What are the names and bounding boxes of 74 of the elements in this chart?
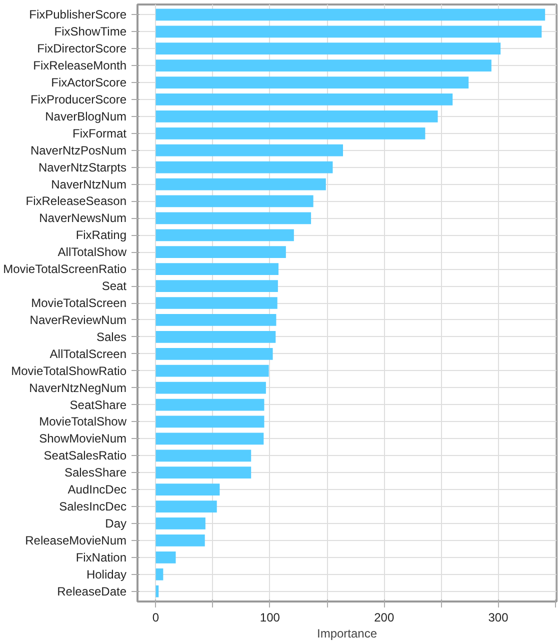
bar bbox=[156, 8, 546, 21]
y-tick-label: Day bbox=[105, 516, 127, 530]
x-axis-title: Importance bbox=[316, 626, 378, 640]
y-tick-label: FixDirectorScore bbox=[37, 42, 127, 56]
bar bbox=[156, 161, 333, 174]
bar bbox=[156, 280, 278, 292]
y-tick-label: FixProducerScore bbox=[30, 92, 127, 106]
x-tick-label: 200 bbox=[374, 610, 394, 624]
y-tick-label: SalesShare bbox=[64, 466, 127, 480]
y-tick-label: NaverNtzStarpts bbox=[38, 160, 127, 174]
y-tick-label: FixNation bbox=[76, 550, 127, 564]
bar bbox=[156, 195, 314, 208]
bar bbox=[156, 348, 273, 360]
bar bbox=[156, 212, 312, 224]
y-tick-label: NaverNtzNegNum bbox=[29, 380, 127, 395]
y-tick-label: ReleaseDate bbox=[57, 584, 127, 598]
bar bbox=[156, 534, 205, 546]
y-tick-label: NaverBlogNum bbox=[45, 109, 127, 124]
y-tick-label: SeatShare bbox=[70, 398, 127, 412]
y-tick-label: NaverNewsNum bbox=[39, 211, 127, 226]
bar bbox=[156, 518, 206, 530]
bar bbox=[156, 568, 164, 580]
bar bbox=[156, 60, 492, 72]
bar bbox=[156, 110, 438, 122]
y-tick-label: NaverNtzNum bbox=[51, 177, 127, 192]
y-tick-label: Seat bbox=[102, 279, 128, 294]
bar bbox=[156, 364, 269, 377]
bar bbox=[156, 246, 286, 258]
bar bbox=[156, 229, 294, 242]
y-tick-label: AudIncDec bbox=[68, 482, 127, 497]
y-tick-label: FixShowTime bbox=[54, 24, 127, 39]
bar bbox=[156, 178, 326, 190]
y-tick-label: FixReleaseSeason bbox=[26, 194, 127, 208]
y-tick-label: FixFormat bbox=[72, 126, 128, 140]
y-tick-label: MovieTotalShowRatio bbox=[11, 364, 127, 378]
bar bbox=[156, 127, 426, 140]
y-tick-label: MovieTotalScreenRatio bbox=[3, 262, 127, 276]
bar bbox=[156, 94, 453, 106]
bar bbox=[156, 26, 542, 38]
bar bbox=[156, 330, 276, 343]
bar bbox=[156, 450, 252, 462]
y-tick-label: SalesIncDec bbox=[59, 500, 127, 514]
bar bbox=[156, 297, 278, 309]
bar bbox=[156, 314, 276, 326]
bar bbox=[156, 76, 469, 88]
y-tick-label: AllTotalScreen bbox=[50, 346, 127, 361]
bar bbox=[156, 466, 252, 479]
y-tick-label: NaverNtzPosNum bbox=[30, 143, 127, 158]
bar bbox=[156, 42, 501, 55]
y-tick-label: FixReleaseMonth bbox=[33, 58, 126, 73]
y-tick-label: FixActorScore bbox=[51, 76, 127, 90]
y-tick-label: FixPublisherScore bbox=[29, 8, 127, 22]
bar bbox=[156, 263, 278, 276]
bar bbox=[156, 432, 264, 445]
x-tick-label: 0 bbox=[152, 610, 160, 624]
y-tick-label: ReleaseMovieNum bbox=[25, 533, 127, 548]
bar bbox=[156, 416, 264, 428]
y-tick-label: SeatSalesRatio bbox=[44, 448, 127, 463]
y-tick-label: ShowMovieNum bbox=[39, 432, 127, 446]
bar bbox=[156, 484, 220, 496]
y-tick-label: Sales bbox=[96, 330, 127, 344]
x-tick-label: 300 bbox=[488, 610, 509, 624]
bar bbox=[156, 382, 266, 394]
y-tick-label: AllTotalShow bbox=[58, 245, 127, 260]
y-tick-label: NaverReviewNum bbox=[30, 312, 127, 327]
bar bbox=[156, 551, 176, 564]
y-tick-label: FixRating bbox=[76, 228, 127, 242]
y-tick-label: Holiday bbox=[86, 567, 127, 582]
y-tick-label: MovieTotalScreen bbox=[31, 296, 127, 310]
bar bbox=[156, 500, 217, 512]
y-tick-label: MovieTotalShow bbox=[39, 414, 127, 429]
x-tick-label: 100 bbox=[260, 610, 280, 624]
bar bbox=[156, 398, 264, 411]
bar bbox=[156, 144, 344, 156]
